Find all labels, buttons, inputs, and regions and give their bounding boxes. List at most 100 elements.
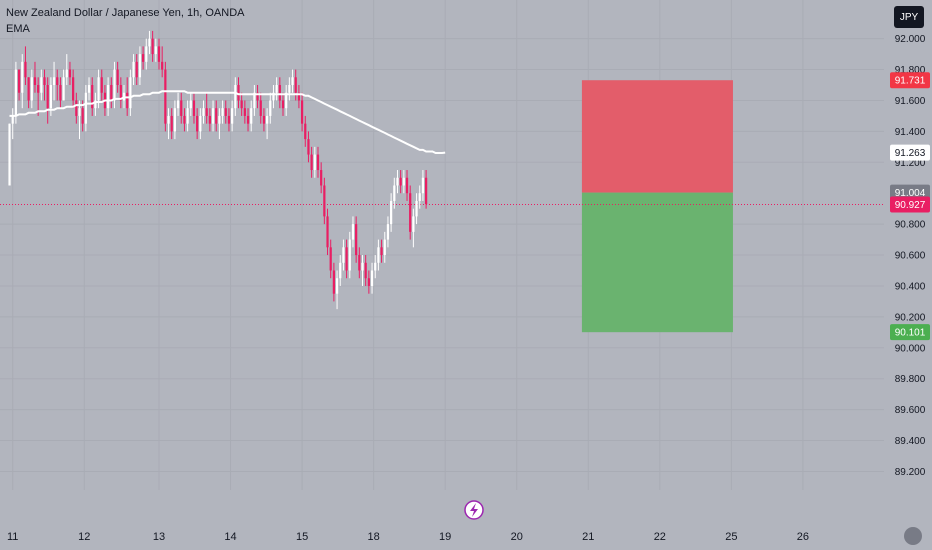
candle: [231, 100, 234, 132]
candle: [250, 100, 253, 132]
price-label-text: 91.004: [895, 188, 926, 199]
candle: [383, 231, 386, 263]
candle-body: [52, 77, 56, 86]
position-zones[interactable]: [581, 80, 733, 333]
candle: [374, 255, 377, 279]
candle-body: [355, 224, 358, 256]
candle-body: [56, 77, 59, 86]
candle: [27, 77, 30, 109]
time-axis[interactable]: 11 12 13 14 15 18 19 20 21 22 25 26: [7, 531, 809, 543]
candle-body: [246, 115, 250, 124]
candle: [110, 77, 113, 109]
candle-body: [21, 61, 24, 93]
candle-body: [46, 85, 49, 109]
candle-body: [240, 100, 243, 109]
price-tick-label: 90.000: [895, 343, 926, 354]
candle: [402, 170, 405, 194]
candle-body: [262, 115, 266, 124]
candle: [65, 54, 68, 86]
candle: [253, 85, 256, 116]
symbol-title[interactable]: New Zealand Dollar / Japanese Yen, 1h, O…: [6, 7, 245, 19]
price-label-box: [890, 324, 930, 341]
candle: [75, 92, 78, 124]
candle-body: [335, 278, 339, 294]
candle: [205, 92, 208, 124]
candle-body: [259, 100, 262, 116]
candle-body: [304, 123, 307, 140]
candle: [418, 185, 421, 209]
time-tick-label: 12: [78, 531, 90, 543]
candle: [396, 170, 399, 194]
candle: [405, 170, 409, 201]
candle-body: [396, 177, 399, 186]
candle: [326, 208, 329, 256]
candle: [313, 146, 316, 178]
candle: [135, 54, 138, 86]
candle: [259, 92, 262, 124]
candle: [221, 100, 224, 124]
candle-body: [370, 270, 374, 286]
candle-body: [138, 54, 142, 78]
candle: [33, 61, 37, 93]
candle-body: [393, 185, 396, 201]
stop-loss-zone: [581, 80, 733, 193]
candle: [43, 69, 46, 101]
candle-body: [227, 115, 231, 124]
candle: [59, 77, 62, 109]
candle: [386, 216, 390, 248]
candle: [170, 108, 173, 140]
candle-body: [291, 77, 294, 86]
candle-body: [113, 69, 116, 101]
candle: [132, 54, 135, 86]
candle-body: [300, 100, 304, 124]
time-tick-label: 18: [368, 531, 380, 543]
candle-body: [183, 115, 186, 124]
candle-body: [405, 177, 409, 194]
candle-body: [269, 100, 272, 116]
candle: [40, 69, 43, 101]
candle-body: [237, 85, 240, 101]
price-tick-label: 92.000: [895, 34, 926, 45]
price-tick-label: 90.800: [895, 220, 926, 231]
candle-body: [173, 108, 177, 132]
candle-body: [24, 61, 27, 78]
candle-body: [100, 77, 103, 93]
candle-body: [307, 139, 310, 155]
candle-body: [176, 100, 180, 109]
candle-body: [348, 239, 351, 271]
candle-body: [65, 69, 68, 78]
candle: [243, 100, 246, 124]
candle: [180, 92, 183, 124]
candle: [339, 255, 342, 286]
candle-body: [364, 262, 367, 279]
time-tick-label: 26: [797, 531, 809, 543]
candle: [272, 85, 275, 109]
indicator-label[interactable]: EMA: [6, 23, 30, 35]
candle: [307, 131, 310, 163]
price-axis[interactable]: 92.000 91.800 91.600 91.400 91.200 90.800 90.6…: [895, 34, 926, 478]
candle-body: [170, 115, 173, 132]
candle: [215, 100, 218, 132]
currency-button[interactable]: JPY: [894, 6, 924, 28]
candle-body: [202, 108, 205, 116]
candle: [21, 54, 24, 109]
candle-body: [326, 216, 329, 248]
candle-body: [218, 115, 221, 124]
candle-body: [390, 200, 393, 225]
candle-body: [278, 85, 281, 101]
candle-body: [402, 177, 405, 186]
candle-body: [27, 77, 30, 101]
replay-bolt-icon[interactable]: [464, 500, 484, 520]
candle: [234, 77, 237, 116]
candle-body: [386, 224, 390, 240]
price-tick-label: 90.400: [895, 281, 926, 292]
candle: [196, 108, 199, 140]
candle-body: [351, 224, 355, 240]
candle-body: [342, 247, 345, 263]
candle-body: [72, 77, 75, 101]
candle: [100, 69, 103, 101]
candle: [157, 38, 161, 70]
candle-body: [157, 46, 161, 62]
tradingview-logo-icon[interactable]: [904, 527, 922, 545]
